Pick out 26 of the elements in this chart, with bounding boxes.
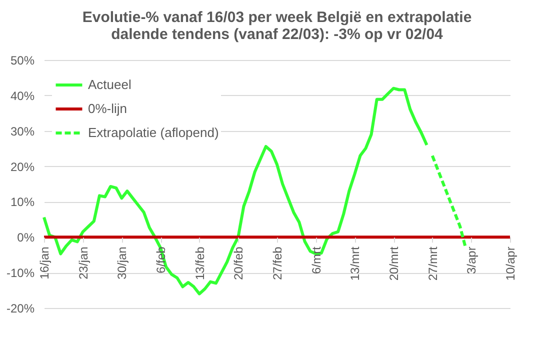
legend-label: Extrapolatie (aflopend) (88, 125, 219, 140)
x-tick-label: 16/jan (38, 246, 52, 280)
x-tick-label: 27/feb (270, 246, 284, 280)
x-tick-label: 10/apr (504, 246, 518, 281)
y-tick-label: -20% (6, 302, 35, 316)
y-tick-label: 0% (17, 230, 35, 245)
legend-label: 0%-lijn (88, 101, 128, 116)
legend-label: Actueel (88, 77, 132, 92)
x-tick-label: 6/mrt (309, 246, 324, 274)
x-tick-label: 20/feb (232, 246, 246, 280)
y-tick-label: 50% (10, 54, 35, 68)
text: dalende tendens (vanaf 22/03): -3% op vr 02/04 (111, 26, 443, 43)
y-tick-label: 20% (10, 160, 35, 174)
x-tick-label: 20/mrt (387, 246, 401, 281)
x-tick-label: 23/jan (76, 246, 90, 280)
y-tick-label: 40% (10, 88, 35, 103)
text: Evolutie-% vanaf 16/03 per week België en extrapolatie (82, 9, 472, 26)
x-tick-label: 3/apr (464, 246, 479, 274)
x-tick-label: 6/feb (154, 246, 168, 274)
x-tick-label: 27/mrt (426, 246, 440, 281)
y-tick-label: -10% (6, 266, 35, 280)
y-tick-label: 10% (10, 195, 35, 210)
y-tick-label: 30% (10, 124, 35, 138)
x-tick-label: 30/jan (115, 246, 130, 280)
x-tick-label: 13/mrt (348, 246, 362, 281)
x-tick-label: 13/feb (192, 246, 207, 280)
